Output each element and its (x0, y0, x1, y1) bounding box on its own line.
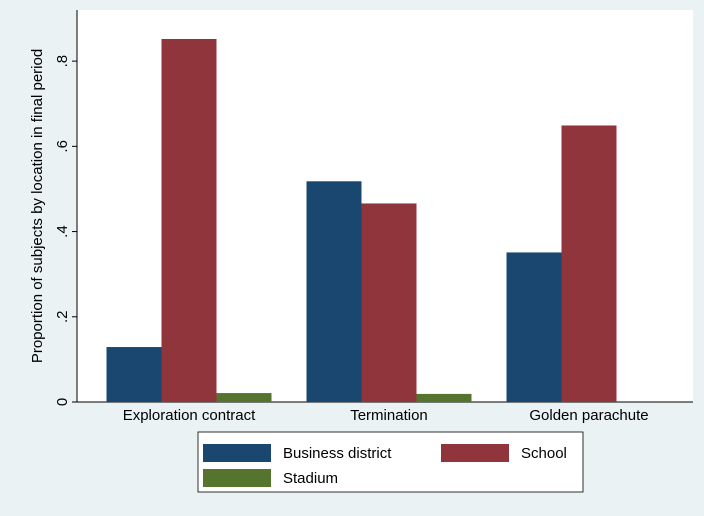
bar (416, 393, 472, 402)
y-tick-label: 0 (54, 398, 71, 406)
y-tick-label: .2 (54, 311, 71, 324)
legend-label: Business district (283, 445, 392, 462)
x-tick-label: Golden parachute (529, 407, 648, 424)
bar (361, 203, 417, 402)
y-tick-label: .4 (54, 225, 71, 238)
x-tick-label: Termination (350, 407, 428, 424)
legend-label: School (521, 445, 567, 462)
y-tick-label: .8 (54, 55, 71, 68)
x-tick-label: Exploration contract (123, 407, 256, 424)
y-tick-label: .6 (54, 140, 71, 153)
bar (561, 125, 617, 402)
bar (161, 38, 217, 403)
legend-swatch (203, 444, 271, 462)
bar (216, 393, 272, 402)
bar (506, 252, 562, 402)
bar (306, 181, 362, 402)
legend-swatch (203, 469, 271, 487)
legend-label: Stadium (283, 470, 338, 487)
bar (106, 347, 162, 402)
legend-swatch (441, 444, 509, 462)
y-axis-title: Proportion of subjects by location in fi… (29, 49, 46, 363)
